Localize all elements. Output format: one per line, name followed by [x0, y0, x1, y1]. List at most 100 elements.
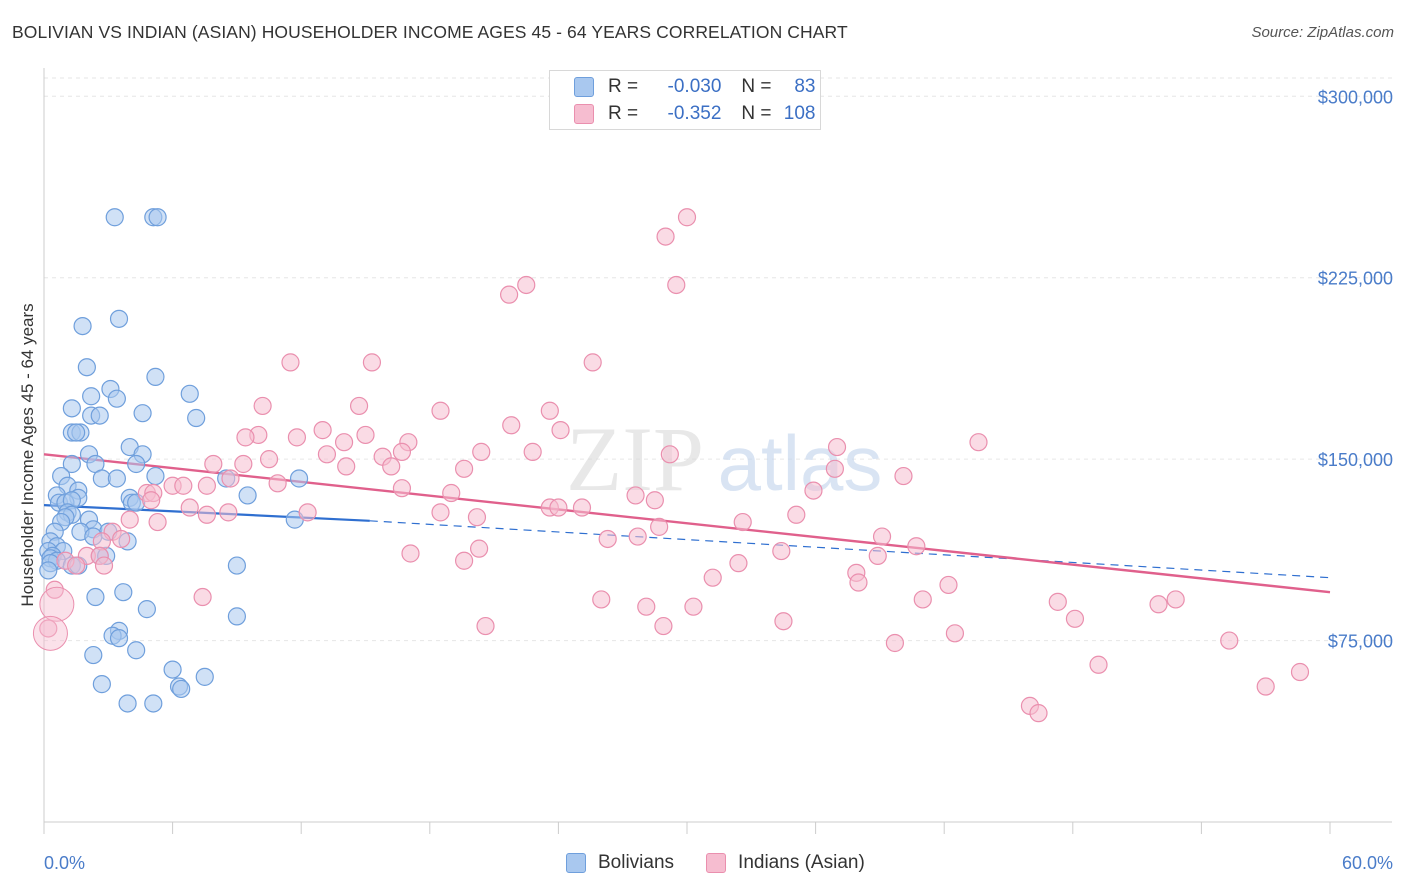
- point-indians: [774, 612, 793, 631]
- point-indians: [392, 479, 412, 498]
- axes: [43, 68, 1392, 834]
- point-bolivians: [67, 423, 86, 442]
- watermark-atlas: atlas: [718, 419, 883, 507]
- point-indians: [945, 624, 965, 643]
- point-indians: [1256, 677, 1275, 696]
- point-bolivians: [84, 645, 103, 665]
- point-indians: [868, 546, 887, 566]
- point-indians: [592, 590, 611, 609]
- point-bolivians: [148, 208, 167, 227]
- point-indians: [969, 433, 988, 452]
- point-indians: [885, 633, 905, 653]
- point-indians: [204, 454, 223, 474]
- point-indians: [431, 503, 450, 522]
- point-indians: [180, 498, 199, 517]
- point-bolivians: [114, 583, 133, 602]
- point-indians: [197, 476, 216, 495]
- point-indians: [67, 556, 86, 575]
- point-indians: [729, 554, 748, 573]
- point-indians: [313, 421, 332, 440]
- point-indians: [281, 353, 300, 372]
- point-indians: [1065, 609, 1085, 628]
- point-bolivians: [92, 675, 111, 694]
- point-indians: [540, 401, 559, 420]
- point-indians: [939, 575, 958, 595]
- legend-swatch-pink: [574, 104, 594, 124]
- correlation-legend: R = -0.030 N = 83 R = -0.352 N = 108: [549, 70, 821, 130]
- y-tick-label: $300,000: [1318, 87, 1393, 107]
- point-indians: [684, 597, 703, 616]
- point-indians: [454, 459, 474, 478]
- point-indians: [502, 416, 521, 435]
- point-bolivians: [62, 399, 81, 418]
- point-indians: [39, 619, 58, 638]
- point-indians: [650, 517, 669, 536]
- point-indians: [517, 275, 536, 295]
- trend-line-bolivians-extended: [369, 520, 1331, 579]
- point-indians: [677, 208, 697, 227]
- legend-item-bolivians: Bolivians: [566, 852, 674, 874]
- y-axis-label: Householder Income Ages 45 - 64 years: [18, 303, 37, 606]
- legend-r-label: R =: [608, 76, 639, 97]
- point-bolivians: [187, 408, 206, 428]
- point-indians: [148, 512, 167, 532]
- point-indians: [268, 474, 287, 493]
- series-legend: Bolivians Indians (Asian): [566, 852, 897, 874]
- point-indians: [120, 510, 139, 529]
- legend-row-bolivians: R = -0.030 N = 83: [574, 75, 816, 99]
- point-indians: [598, 529, 617, 549]
- legend-swatch-pink: [706, 853, 727, 873]
- point-indians: [1166, 590, 1185, 609]
- source-label: Source: ZipAtlas.com: [1251, 24, 1394, 41]
- point-indians: [356, 425, 375, 445]
- legend-r-value: -0.352: [667, 103, 722, 124]
- legend-n-value: 83: [794, 76, 816, 97]
- point-indians: [549, 498, 568, 517]
- point-indians: [401, 544, 420, 563]
- point-indians: [628, 527, 647, 546]
- point-indians: [442, 483, 461, 503]
- point-indians: [551, 421, 570, 440]
- point-bolivians: [109, 629, 129, 648]
- point-indians: [660, 445, 679, 464]
- point-indians: [334, 433, 354, 452]
- point-indians: [219, 503, 238, 522]
- point-indians: [469, 539, 489, 558]
- point-indians: [894, 466, 913, 486]
- point-bolivians: [107, 389, 126, 408]
- point-bolivians: [144, 694, 163, 713]
- point-bolivians: [172, 679, 191, 699]
- point-indians: [112, 529, 131, 549]
- point-bolivians: [146, 466, 165, 486]
- point-indians: [287, 428, 307, 447]
- point-bolivians: [133, 404, 152, 423]
- point-indians: [317, 445, 337, 464]
- point-bolivians: [107, 469, 126, 488]
- point-bolivians: [127, 454, 146, 474]
- point-bolivians: [118, 694, 137, 713]
- legend-r-label: R =: [608, 103, 639, 124]
- point-indians: [197, 505, 216, 524]
- point-indians: [872, 527, 892, 546]
- y-tick-label: $150,000: [1318, 450, 1393, 470]
- point-indians: [787, 505, 806, 524]
- point-indians: [193, 587, 212, 607]
- legend-item-indians: Indians (Asian): [706, 852, 865, 874]
- legend-swatch-blue: [574, 77, 594, 97]
- legend-n-label: N =: [741, 76, 772, 97]
- point-indians: [827, 437, 847, 457]
- point-indians: [298, 503, 317, 522]
- point-indians: [221, 469, 240, 488]
- legend-label-indians: Indians (Asian): [738, 852, 865, 873]
- y-tick-label: $225,000: [1318, 269, 1393, 289]
- point-indians: [236, 428, 255, 447]
- point-indians: [337, 457, 356, 476]
- point-bolivians: [289, 469, 309, 488]
- legend-n-label: N =: [741, 103, 772, 124]
- point-indians: [454, 551, 474, 570]
- point-bolivians: [227, 607, 246, 626]
- point-indians: [825, 459, 844, 478]
- tick-labels: $75,000 $150,000 $225,000 $300,000 0.0% 60.0%…: [18, 87, 1393, 873]
- point-indians: [431, 401, 450, 420]
- point-indians: [253, 396, 272, 416]
